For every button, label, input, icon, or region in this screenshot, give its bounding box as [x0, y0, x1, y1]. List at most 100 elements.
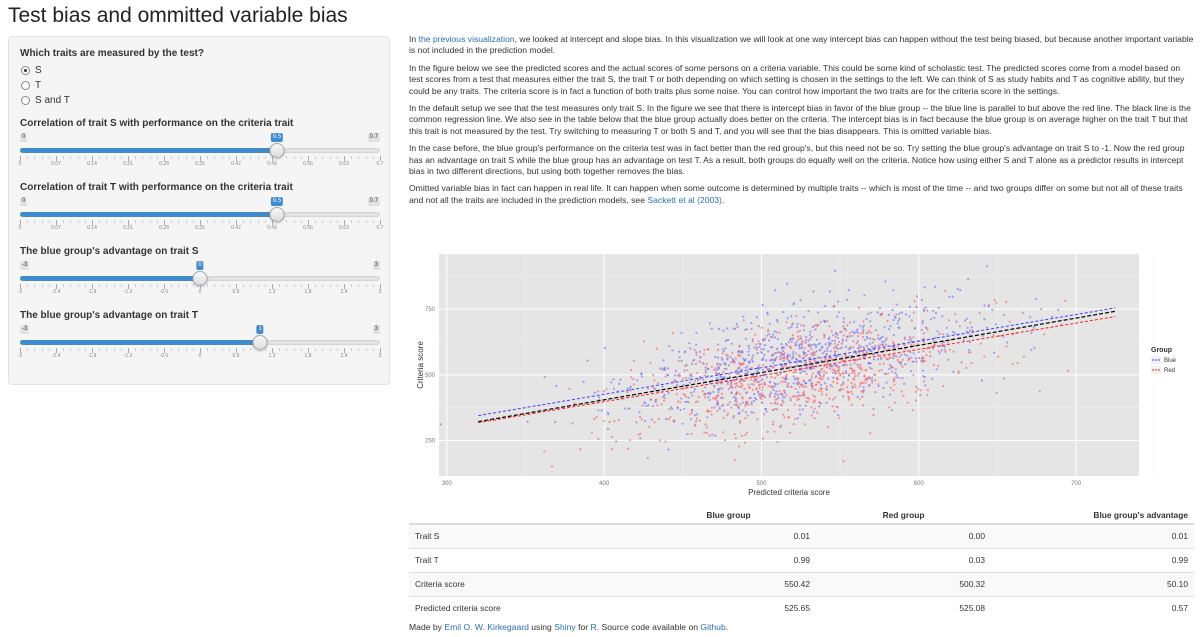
blue-point [732, 396, 735, 399]
r-link[interactable]: R [590, 622, 597, 632]
red-point [715, 397, 718, 400]
red-point [752, 380, 755, 383]
author-link[interactable]: Emil O. W. Kirkegaard [444, 622, 529, 632]
slider-correlation-s[interactable]: 0 0.7 0.5 0 0.07 0.14 0.21 0.28 0.35 0.42 0.49 0.56… [19, 133, 383, 178]
slider-tick [164, 348, 165, 353]
red-point [593, 417, 596, 420]
red-point [893, 383, 896, 386]
radio-unselected-icon[interactable] [21, 96, 30, 105]
red-point [933, 344, 936, 347]
red-point [738, 421, 741, 424]
red-point [579, 448, 582, 451]
blue-point [823, 334, 826, 337]
blue-point [893, 346, 896, 349]
legend-title: Group [1151, 347, 1172, 354]
blue-point [881, 335, 884, 338]
red-point [1066, 369, 1069, 372]
slider-tick [34, 348, 36, 351]
red-point [845, 363, 848, 367]
slider-tick [56, 220, 57, 225]
blue-point [755, 373, 758, 376]
red-point [789, 345, 792, 348]
red-point [717, 348, 720, 351]
previous-visualization-link[interactable]: the previous visualization [418, 34, 515, 44]
table-header: Blue group's advantage [991, 506, 1194, 525]
red-point [814, 384, 818, 387]
blue-point [883, 340, 886, 343]
blue-point [873, 346, 877, 349]
blue-point [847, 289, 850, 292]
blue-point [812, 325, 815, 328]
sackett-link[interactable]: Sackett et al (2003) [647, 194, 722, 205]
slider-tick [329, 220, 331, 223]
red-point [667, 418, 670, 421]
slider-advantage-s[interactable]: -3 3 0 -3 -2.4 -1.8 -1.2 -0.6 0 0.6 1.2 1.8 2.4 3 [18, 261, 381, 306]
blue-point [840, 342, 843, 345]
blue-point [771, 346, 774, 349]
red-point [937, 365, 940, 368]
red-point [825, 371, 828, 374]
blue-point [792, 355, 795, 358]
blue-point [812, 290, 815, 293]
radio-option-s-and-t[interactable]: S and T [21, 95, 70, 106]
blue-point [983, 304, 986, 307]
blue-point [744, 411, 747, 414]
red-point [798, 329, 801, 332]
slider-tick [70, 156, 72, 159]
slider-tick [322, 220, 324, 223]
slider-correlation-t[interactable]: 0 0.7 0.5 0 0.07 0.14 0.21 0.28 0.35 0.42 0.49 0.56… [19, 197, 383, 242]
red-point [738, 419, 741, 423]
blue-point [821, 346, 824, 349]
radio-selected-icon[interactable] [21, 66, 30, 75]
blue-point [836, 315, 839, 318]
slider-tick [257, 348, 259, 351]
slider-advantage-t[interactable]: -3 3 1 -3 -2.4 -1.8 -1.2 -0.6 0 0.6 1.2 1.8 2.4 3 [18, 325, 381, 370]
github-link[interactable]: Github [700, 622, 726, 632]
slider-handle[interactable] [252, 335, 268, 350]
blue-point [877, 344, 880, 347]
blue-point [720, 396, 723, 400]
slider-handle[interactable] [269, 207, 285, 222]
red-point [890, 366, 893, 369]
shiny-link[interactable]: Shiny [554, 622, 576, 632]
slider-tick [329, 348, 331, 351]
red-point [744, 405, 747, 408]
blue-point [871, 346, 874, 349]
blue-point [772, 388, 775, 392]
blue-point [839, 389, 842, 392]
slider-tick [149, 284, 151, 287]
blue-point [934, 336, 937, 339]
slider-tick [300, 348, 302, 351]
red-point [784, 380, 787, 383]
red-point [782, 413, 785, 416]
red-point [848, 321, 851, 324]
red-point [737, 353, 740, 356]
red-point [879, 343, 882, 346]
red-point [794, 387, 797, 391]
red-point [799, 355, 802, 358]
red-point [796, 335, 799, 338]
blue-point [855, 330, 858, 333]
slider-handle[interactable] [269, 143, 285, 158]
red-point [878, 363, 881, 366]
red-point [772, 366, 775, 369]
slider-tick [128, 348, 129, 353]
red-point [830, 330, 833, 333]
radio-unselected-icon[interactable] [21, 81, 30, 90]
radio-option-t[interactable]: T [21, 80, 41, 91]
blue-point [769, 346, 772, 349]
blue-point [965, 317, 968, 320]
blue-point [888, 328, 891, 331]
blue-point [720, 375, 723, 379]
red-point [703, 374, 706, 377]
red-point [858, 306, 861, 309]
red-point [877, 383, 880, 386]
radio-option-s[interactable]: S [21, 65, 42, 76]
blue-point [801, 408, 804, 411]
blue-point [717, 372, 720, 375]
slider-tick [264, 284, 266, 287]
blue-point [775, 390, 778, 393]
slider-tick [236, 156, 237, 161]
blue-point [915, 360, 918, 363]
table-cell: 0.99 [991, 547, 1194, 572]
